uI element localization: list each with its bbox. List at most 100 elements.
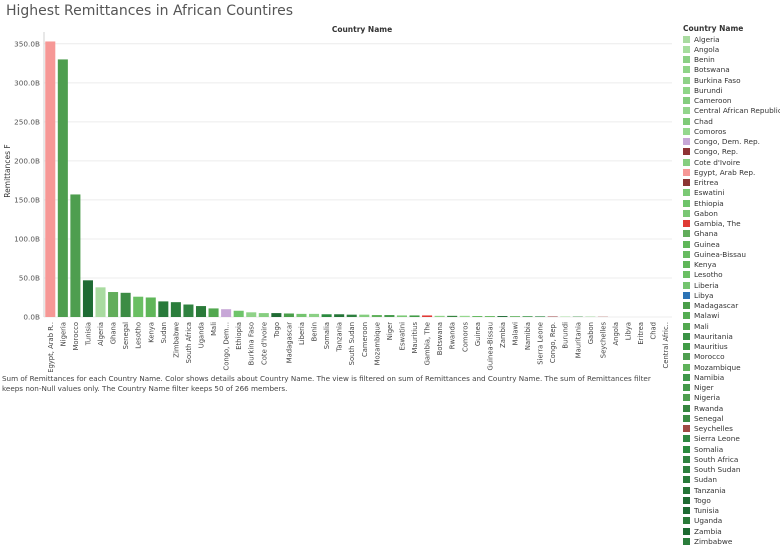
legend-item[interactable]: Guinea-Bissau xyxy=(683,249,780,259)
legend-item[interactable]: Zimbabwe xyxy=(683,536,780,546)
bar[interactable] xyxy=(221,309,232,317)
bar[interactable] xyxy=(309,313,320,317)
legend-item[interactable]: Tanzania xyxy=(683,485,780,495)
legend-item[interactable]: Seychelles xyxy=(683,424,780,434)
legend-item[interactable]: Cote d'Ivoire xyxy=(683,157,780,167)
legend-item[interactable]: Congo, Rep. xyxy=(683,147,780,157)
legend-item[interactable]: Algeria xyxy=(683,34,780,44)
legend-item[interactable]: Morocco xyxy=(683,352,780,362)
legend-item[interactable]: Niger xyxy=(683,383,780,393)
legend-item[interactable]: Benin xyxy=(683,55,780,65)
legend-item[interactable]: Angola xyxy=(683,44,780,54)
legend-item[interactable]: Sierra Leone xyxy=(683,434,780,444)
legend-item[interactable]: Mauritius xyxy=(683,342,780,352)
legend-swatch xyxy=(683,476,690,484)
bar[interactable] xyxy=(271,313,282,317)
legend-item[interactable]: Libya xyxy=(683,290,780,300)
bar[interactable] xyxy=(158,301,169,317)
legend-item[interactable]: Burundi xyxy=(683,85,780,95)
bar[interactable] xyxy=(246,312,257,317)
bar[interactable] xyxy=(509,316,521,317)
legend-item[interactable]: Mauritania xyxy=(683,331,780,341)
legend-item[interactable]: Somalia xyxy=(683,444,780,454)
legend-item[interactable]: South Africa xyxy=(683,454,780,464)
legend-item[interactable]: Mali xyxy=(683,321,780,331)
bar[interactable] xyxy=(108,292,119,317)
legend-item[interactable]: Mozambique xyxy=(683,362,780,372)
legend-item[interactable]: Zambia xyxy=(683,526,780,536)
legend-item[interactable]: Eritrea xyxy=(683,178,780,188)
bar[interactable] xyxy=(447,315,458,317)
bar[interactable] xyxy=(233,310,244,317)
bar[interactable] xyxy=(396,315,407,317)
bar[interactable] xyxy=(258,313,269,317)
legend-item[interactable]: Namibia xyxy=(683,372,780,382)
bar[interactable] xyxy=(208,308,219,317)
bar[interactable] xyxy=(409,315,420,317)
legend-item[interactable]: Gabon xyxy=(683,208,780,218)
bar[interactable] xyxy=(535,316,546,317)
legend-item[interactable]: Senegal xyxy=(683,413,780,423)
x-tick-label: Seychelles xyxy=(599,322,607,359)
bar[interactable] xyxy=(522,316,533,317)
legend-item[interactable]: Togo xyxy=(683,495,780,505)
legend-item[interactable]: Nigeria xyxy=(683,393,780,403)
x-tick-label: Rwanda xyxy=(449,322,457,349)
bar[interactable] xyxy=(334,314,345,317)
legend-item[interactable]: Burkina Faso xyxy=(683,75,780,85)
bar[interactable] xyxy=(472,316,483,317)
y-tick-label: 150.0B xyxy=(14,195,40,204)
legend-item[interactable]: Ethiopia xyxy=(683,198,780,208)
bar[interactable] xyxy=(359,314,370,317)
legend-item[interactable]: Sudan xyxy=(683,475,780,485)
legend-item[interactable]: Chad xyxy=(683,116,780,126)
legend-item[interactable]: Liberia xyxy=(683,280,780,290)
bar[interactable] xyxy=(384,315,395,317)
bar[interactable] xyxy=(497,316,508,317)
legend-item[interactable]: Comoros xyxy=(683,126,780,136)
legend-item[interactable]: Tunisia xyxy=(683,506,780,516)
bar[interactable] xyxy=(346,314,357,317)
bar[interactable] xyxy=(283,313,294,317)
bar[interactable] xyxy=(133,296,144,317)
x-tick-label: Cameroon xyxy=(361,322,369,357)
bar[interactable] xyxy=(434,315,445,317)
legend-item[interactable]: Uganda xyxy=(683,516,780,526)
bar[interactable] xyxy=(459,315,470,317)
legend-item[interactable]: Madagascar xyxy=(683,301,780,311)
bar[interactable] xyxy=(95,287,106,317)
legend-label: Guinea-Bissau xyxy=(694,249,746,259)
legend-item[interactable]: Congo, Dem. Rep. xyxy=(683,137,780,147)
x-tick-label: Congo, Rep. xyxy=(549,322,557,363)
bar[interactable] xyxy=(296,313,307,317)
legend-swatch xyxy=(683,168,690,176)
bar[interactable] xyxy=(70,194,81,317)
bar[interactable] xyxy=(422,315,433,317)
legend-swatch xyxy=(683,76,690,84)
bar[interactable] xyxy=(371,315,382,317)
x-tick-label: Mali xyxy=(210,322,218,336)
legend-item[interactable]: Cameroon xyxy=(683,96,780,106)
legend-item[interactable]: Eswatini xyxy=(683,188,780,198)
bar[interactable] xyxy=(170,302,181,317)
legend-item[interactable]: South Sudan xyxy=(683,465,780,475)
bar[interactable] xyxy=(57,59,68,318)
legend-item[interactable]: Malawi xyxy=(683,311,780,321)
legend-item[interactable]: Egypt, Arab Rep. xyxy=(683,167,780,177)
legend-item[interactable]: Guinea xyxy=(683,239,780,249)
legend-item[interactable]: Kenya xyxy=(683,260,780,270)
bar[interactable] xyxy=(82,280,93,317)
bar[interactable] xyxy=(183,304,194,317)
legend-item[interactable]: Rwanda xyxy=(683,403,780,413)
legend-item[interactable]: Gambia, The xyxy=(683,219,780,229)
bar[interactable] xyxy=(145,297,156,317)
legend-item[interactable]: Ghana xyxy=(683,229,780,239)
bar[interactable] xyxy=(195,306,207,317)
legend-item[interactable]: Botswana xyxy=(683,65,780,75)
bar[interactable] xyxy=(120,292,131,317)
bar[interactable] xyxy=(45,41,56,317)
legend-item[interactable]: Central African Republic xyxy=(683,106,780,116)
bar[interactable] xyxy=(484,316,495,317)
bar[interactable] xyxy=(321,314,332,317)
legend-item[interactable]: Lesotho xyxy=(683,270,780,280)
